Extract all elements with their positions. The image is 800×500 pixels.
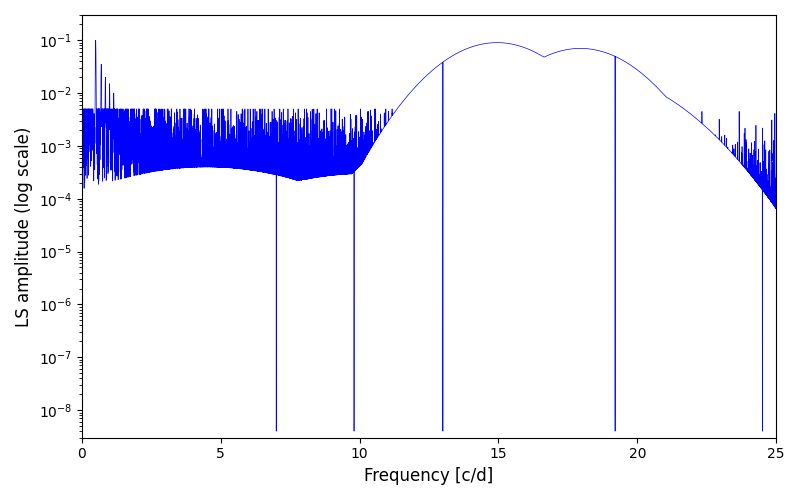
- Y-axis label: LS amplitude (log scale): LS amplitude (log scale): [15, 126, 33, 326]
- X-axis label: Frequency [c/d]: Frequency [c/d]: [364, 467, 494, 485]
